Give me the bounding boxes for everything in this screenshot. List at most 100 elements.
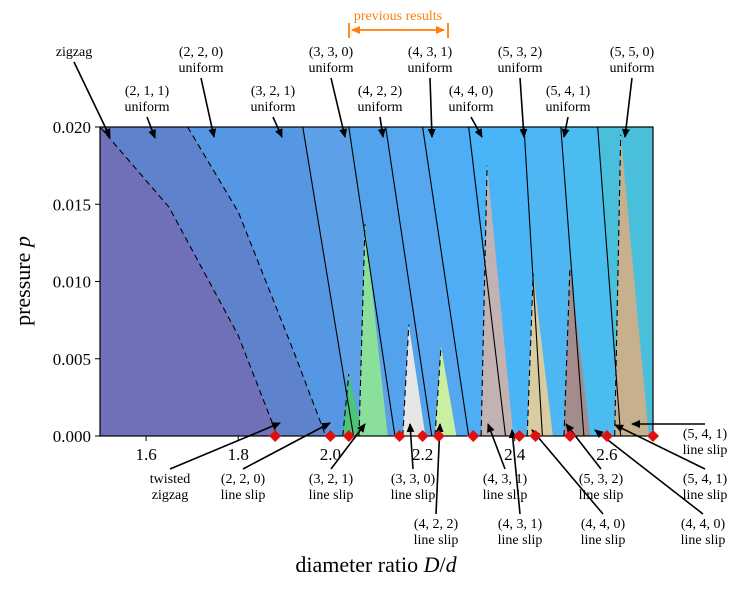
y-tick-label: 0.020 [53,118,91,137]
label-text: (3, 2, 1) [251,84,296,99]
label-text: (5, 3, 2) [498,45,543,60]
label-text: (3, 3, 0) [309,45,354,60]
x-tick-label: 1.8 [228,445,249,464]
marker [416,430,429,442]
label-arrow [330,77,348,138]
top-label-9: (5, 3, 2)uniform [497,45,543,138]
bottom-label-5: (4, 2, 2)line slip [414,423,458,548]
line-slip-region-6 [527,273,553,436]
label-subtext: zigzag [152,488,189,503]
label-subtext: line slip [683,443,728,458]
boundary-line-5 [385,127,433,436]
label-arrow [531,429,604,515]
slip-boundary-7 [563,266,571,436]
marker [564,430,577,442]
marker [324,430,337,442]
x-axis-ticks: 1.61.82.02.22.42.6 [135,436,618,464]
boundary-line-7 [468,127,507,436]
previous-results-label: previous results [354,9,442,24]
label-text: (5, 4, 1) [546,84,591,99]
label-arrow [406,423,415,470]
label-text: (5, 4, 1) [683,472,728,487]
line-slip-region-5 [481,165,514,436]
region-1 [100,127,278,436]
label-arrow [508,429,521,515]
label-arrow [621,77,633,138]
label-text: zigzag [56,45,93,60]
label-text: (4, 4, 0) [681,517,726,532]
label-text: (4, 4, 0) [581,517,626,532]
label-arrow [377,116,386,138]
top-label-5: (3, 3, 0)uniform [308,45,354,138]
label-arrow [73,61,111,138]
marker [269,430,282,442]
label-arrow [487,423,506,470]
label-arrow [594,429,704,515]
bottom-label-4: (3, 3, 0)line slip [391,423,436,503]
label-text: (4, 3, 1) [408,45,453,60]
label-subtext: uniform [407,61,452,76]
label-text: (2, 2, 0) [179,45,224,60]
slip-boundary-4 [434,346,442,436]
label-text: (4, 3, 1) [483,472,528,487]
label-arrow [561,116,570,138]
label-text: (4, 4, 0) [449,84,494,99]
boundary-line-2 [187,127,327,436]
annotations: zigzag(2, 1, 1)uniform(2, 2, 0)uniform(3… [56,45,728,548]
y-tick-label: 0.015 [53,195,91,214]
top-label-1: zigzag [56,45,111,138]
boundary-line-1 [100,127,278,436]
top-label-6: (4, 2, 2)uniform [357,84,403,138]
label-subtext: line slip [681,533,726,548]
label-arrow [272,116,283,138]
label-subtext: uniform [448,100,493,115]
label-subtext: line slip [391,488,436,503]
label-subtext: uniform [357,100,402,115]
previous-results-range: previous results [348,9,449,38]
marker [342,430,355,442]
top-label-7: (4, 3, 1)uniform [407,45,453,138]
label-text: (5, 4, 1) [683,427,728,442]
x-axis-label: diameter ratio D/d [295,552,457,577]
y-tick-label: 0.005 [53,350,91,369]
x-tick-label: 2.2 [412,445,433,464]
top-label-8: (4, 4, 0)uniform [448,84,494,138]
x-tick-label: 1.6 [135,445,156,464]
y-tick-label: 0.000 [53,427,91,446]
label-arrow [242,422,331,470]
label-text: (2, 1, 1) [125,84,170,99]
top-label-2: (2, 1, 1)uniform [124,84,170,139]
top-label-11: (5, 5, 0)uniform [609,45,655,138]
label-arrow [614,424,706,470]
label-subtext: uniform [497,61,542,76]
label-arrow [330,423,366,470]
line-slip-region-1 [342,374,363,436]
line-slip-region-2 [359,224,388,436]
label-subtext: uniform [308,61,353,76]
label-subtext: line slip [483,488,528,503]
marker [647,430,659,442]
label-arrow [169,422,281,470]
marker [467,430,480,442]
label-text: (3, 3, 0) [391,472,436,487]
boundary-line-10 [597,127,622,436]
bottom-label-3: (3, 2, 1)line slip [309,423,366,503]
label-arrow [200,77,217,138]
boundary-line-3 [302,127,355,436]
label-text: (2, 2, 0) [221,472,266,487]
marker [529,430,542,442]
region-boundaries [100,127,622,436]
bottom-label-7: (4, 3, 1)line slip [498,429,543,548]
marker [393,430,406,442]
slip-boundary-1 [342,374,350,436]
y-axis-label: pressure p [10,236,35,326]
marker [432,430,445,442]
label-text: twisted [150,472,190,487]
label-subtext: uniform [124,100,169,115]
bottom-label-12: (5, 4, 1)line slip [614,424,728,503]
label-text: (4, 3, 1) [498,517,543,532]
slip-boundary-6 [526,273,534,436]
label-arrow [519,77,528,138]
label-arrow [146,116,156,139]
label-arrow [427,77,436,138]
